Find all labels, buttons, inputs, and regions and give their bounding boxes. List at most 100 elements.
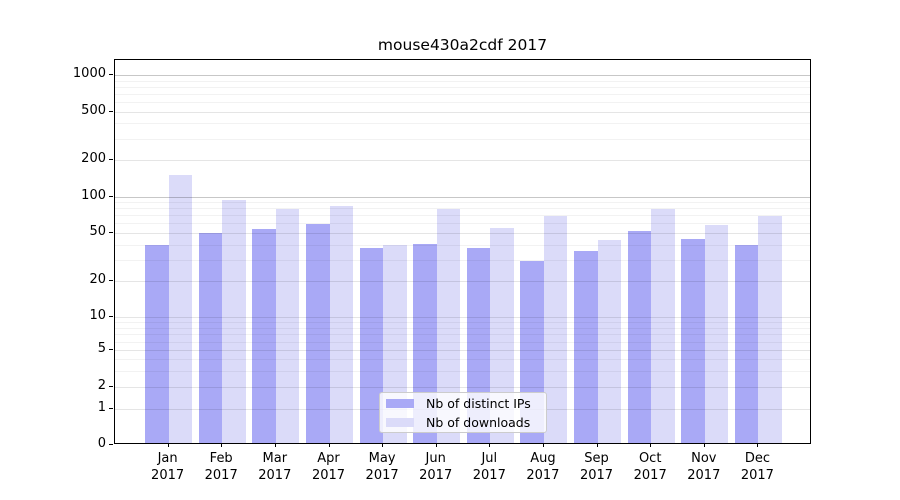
x-axis-tick	[328, 443, 330, 447]
y-axis-tick-label: 10	[89, 308, 106, 323]
legend-item-downloads: Nb of downloads	[386, 413, 546, 432]
major-gridline	[115, 111, 810, 113]
x-axis-label: Aug 2017	[526, 451, 560, 483]
bar-downloads-jan-2017	[168, 175, 193, 443]
major-gridline	[115, 160, 810, 162]
bar-distinct-ips-nov-2017	[681, 238, 705, 443]
minor-gridline	[115, 208, 810, 210]
legend-item-distinct-ips: Nb of distinct IPs	[386, 394, 546, 413]
bar-downloads-mar-2017	[275, 209, 300, 443]
minor-gridline	[115, 370, 810, 372]
x-axis-label: Oct 2017	[633, 451, 667, 483]
legend: Nb of distinct IPs Nb of downloads	[379, 392, 547, 433]
y-axis-tick	[109, 231, 113, 233]
minor-gridline	[115, 215, 810, 217]
minor-gridline	[115, 334, 810, 336]
bar-distinct-ips-jan-2017	[145, 245, 169, 443]
y-axis-tick-label: 50	[89, 223, 106, 239]
bar-distinct-ips-apr-2017	[306, 224, 330, 443]
bar-downloads-oct-2017	[651, 209, 675, 443]
y-axis-tick-label: 0	[97, 435, 106, 451]
y-axis-tick-label: 20	[89, 271, 106, 287]
bar-distinct-ips-may-2017	[359, 248, 384, 443]
x-axis-label: Jan 2017	[151, 451, 185, 483]
bar-downloads-nov-2017	[704, 225, 729, 443]
bar-distinct-ips-mar-2017	[252, 228, 276, 443]
minor-gridline	[115, 327, 810, 329]
bar-downloads-jul-2017	[490, 227, 514, 443]
x-axis-tick	[542, 443, 544, 447]
minor-gridline	[115, 123, 810, 125]
y-axis-tick	[109, 316, 113, 317]
gridlines-layer	[115, 60, 810, 443]
minor-gridline	[115, 86, 810, 88]
legend-swatch-distinct-ips	[386, 398, 414, 408]
x-axis-label: Feb 2017	[204, 451, 238, 483]
bar-downloads-apr-2017	[329, 206, 353, 443]
major-gridline	[115, 75, 810, 76]
x-axis-label: May 2017	[365, 451, 399, 483]
bar-distinct-ips-dec-2017	[734, 245, 759, 443]
legend-label-distinct-ips: Nb of distinct IPs	[426, 395, 531, 411]
y-axis-tick	[109, 279, 113, 281]
bar-distinct-ips-sep-2017	[574, 251, 598, 443]
x-axis-tick	[489, 443, 491, 447]
chart-title: mouse430a2cdf 2017	[377, 36, 548, 54]
x-axis-label: Jun 2017	[419, 451, 453, 483]
bar-downloads-sep-2017	[597, 240, 621, 443]
x-axis-tick	[435, 443, 437, 447]
minor-gridline	[115, 202, 810, 204]
major-gridline	[115, 317, 810, 318]
x-axis-tick	[167, 443, 169, 447]
y-axis-tick	[109, 349, 113, 351]
major-gridline	[115, 232, 810, 234]
x-axis-label: Mar 2017	[258, 451, 292, 483]
y-axis-tick-label: 2	[97, 378, 106, 393]
x-axis-label: Dec 2017	[740, 451, 774, 483]
major-gridline	[115, 196, 810, 198]
y-axis-tick-label: 200	[81, 151, 106, 167]
bar-downloads-jun-2017	[436, 209, 461, 443]
plot-area	[114, 59, 811, 444]
x-axis-tick	[703, 443, 705, 447]
x-axis-tick	[274, 443, 276, 447]
minor-gridline	[115, 80, 810, 82]
x-axis-tick	[382, 443, 384, 447]
x-axis-label: Sep 2017	[579, 451, 614, 483]
legend-label-downloads: Nb of downloads	[426, 414, 531, 430]
x-axis-label: Apr 2017	[311, 451, 346, 483]
minor-gridline	[115, 244, 810, 246]
y-axis-tick	[109, 159, 113, 161]
x-axis-label: Jul 2017	[472, 451, 506, 483]
major-gridline	[115, 280, 810, 282]
y-axis-tick-label: 5	[97, 341, 106, 357]
minor-gridline	[115, 341, 810, 343]
bar-downloads-dec-2017	[758, 216, 782, 443]
y-axis-tick-label: 1	[97, 400, 106, 415]
minor-gridline	[115, 138, 810, 140]
y-axis-tick	[109, 74, 113, 75]
x-axis-label: Nov 2017	[687, 451, 721, 483]
minor-gridline	[115, 359, 810, 361]
minor-gridline	[115, 223, 810, 225]
bar-downloads-feb-2017	[222, 200, 246, 443]
minor-gridline	[115, 93, 810, 95]
y-axis-tick	[109, 386, 113, 387]
x-axis-tick	[221, 443, 223, 447]
y-axis-tick-label: 1000	[72, 66, 106, 81]
bar-distinct-ips-oct-2017	[627, 230, 652, 443]
bar-distinct-ips-feb-2017	[198, 233, 223, 443]
major-gridline	[115, 350, 810, 352]
major-gridline	[115, 387, 810, 388]
minor-gridline	[115, 259, 810, 261]
y-axis-tick	[109, 195, 113, 197]
y-axis-tick	[109, 443, 113, 445]
x-axis-tick	[650, 443, 652, 447]
y-axis-tick	[109, 408, 113, 409]
x-axis-tick	[757, 443, 759, 447]
y-axis-tick	[109, 110, 113, 112]
y-axis-tick-label: 100	[81, 187, 106, 203]
x-axis-tick	[596, 443, 598, 447]
legend-swatch-downloads	[386, 417, 414, 427]
